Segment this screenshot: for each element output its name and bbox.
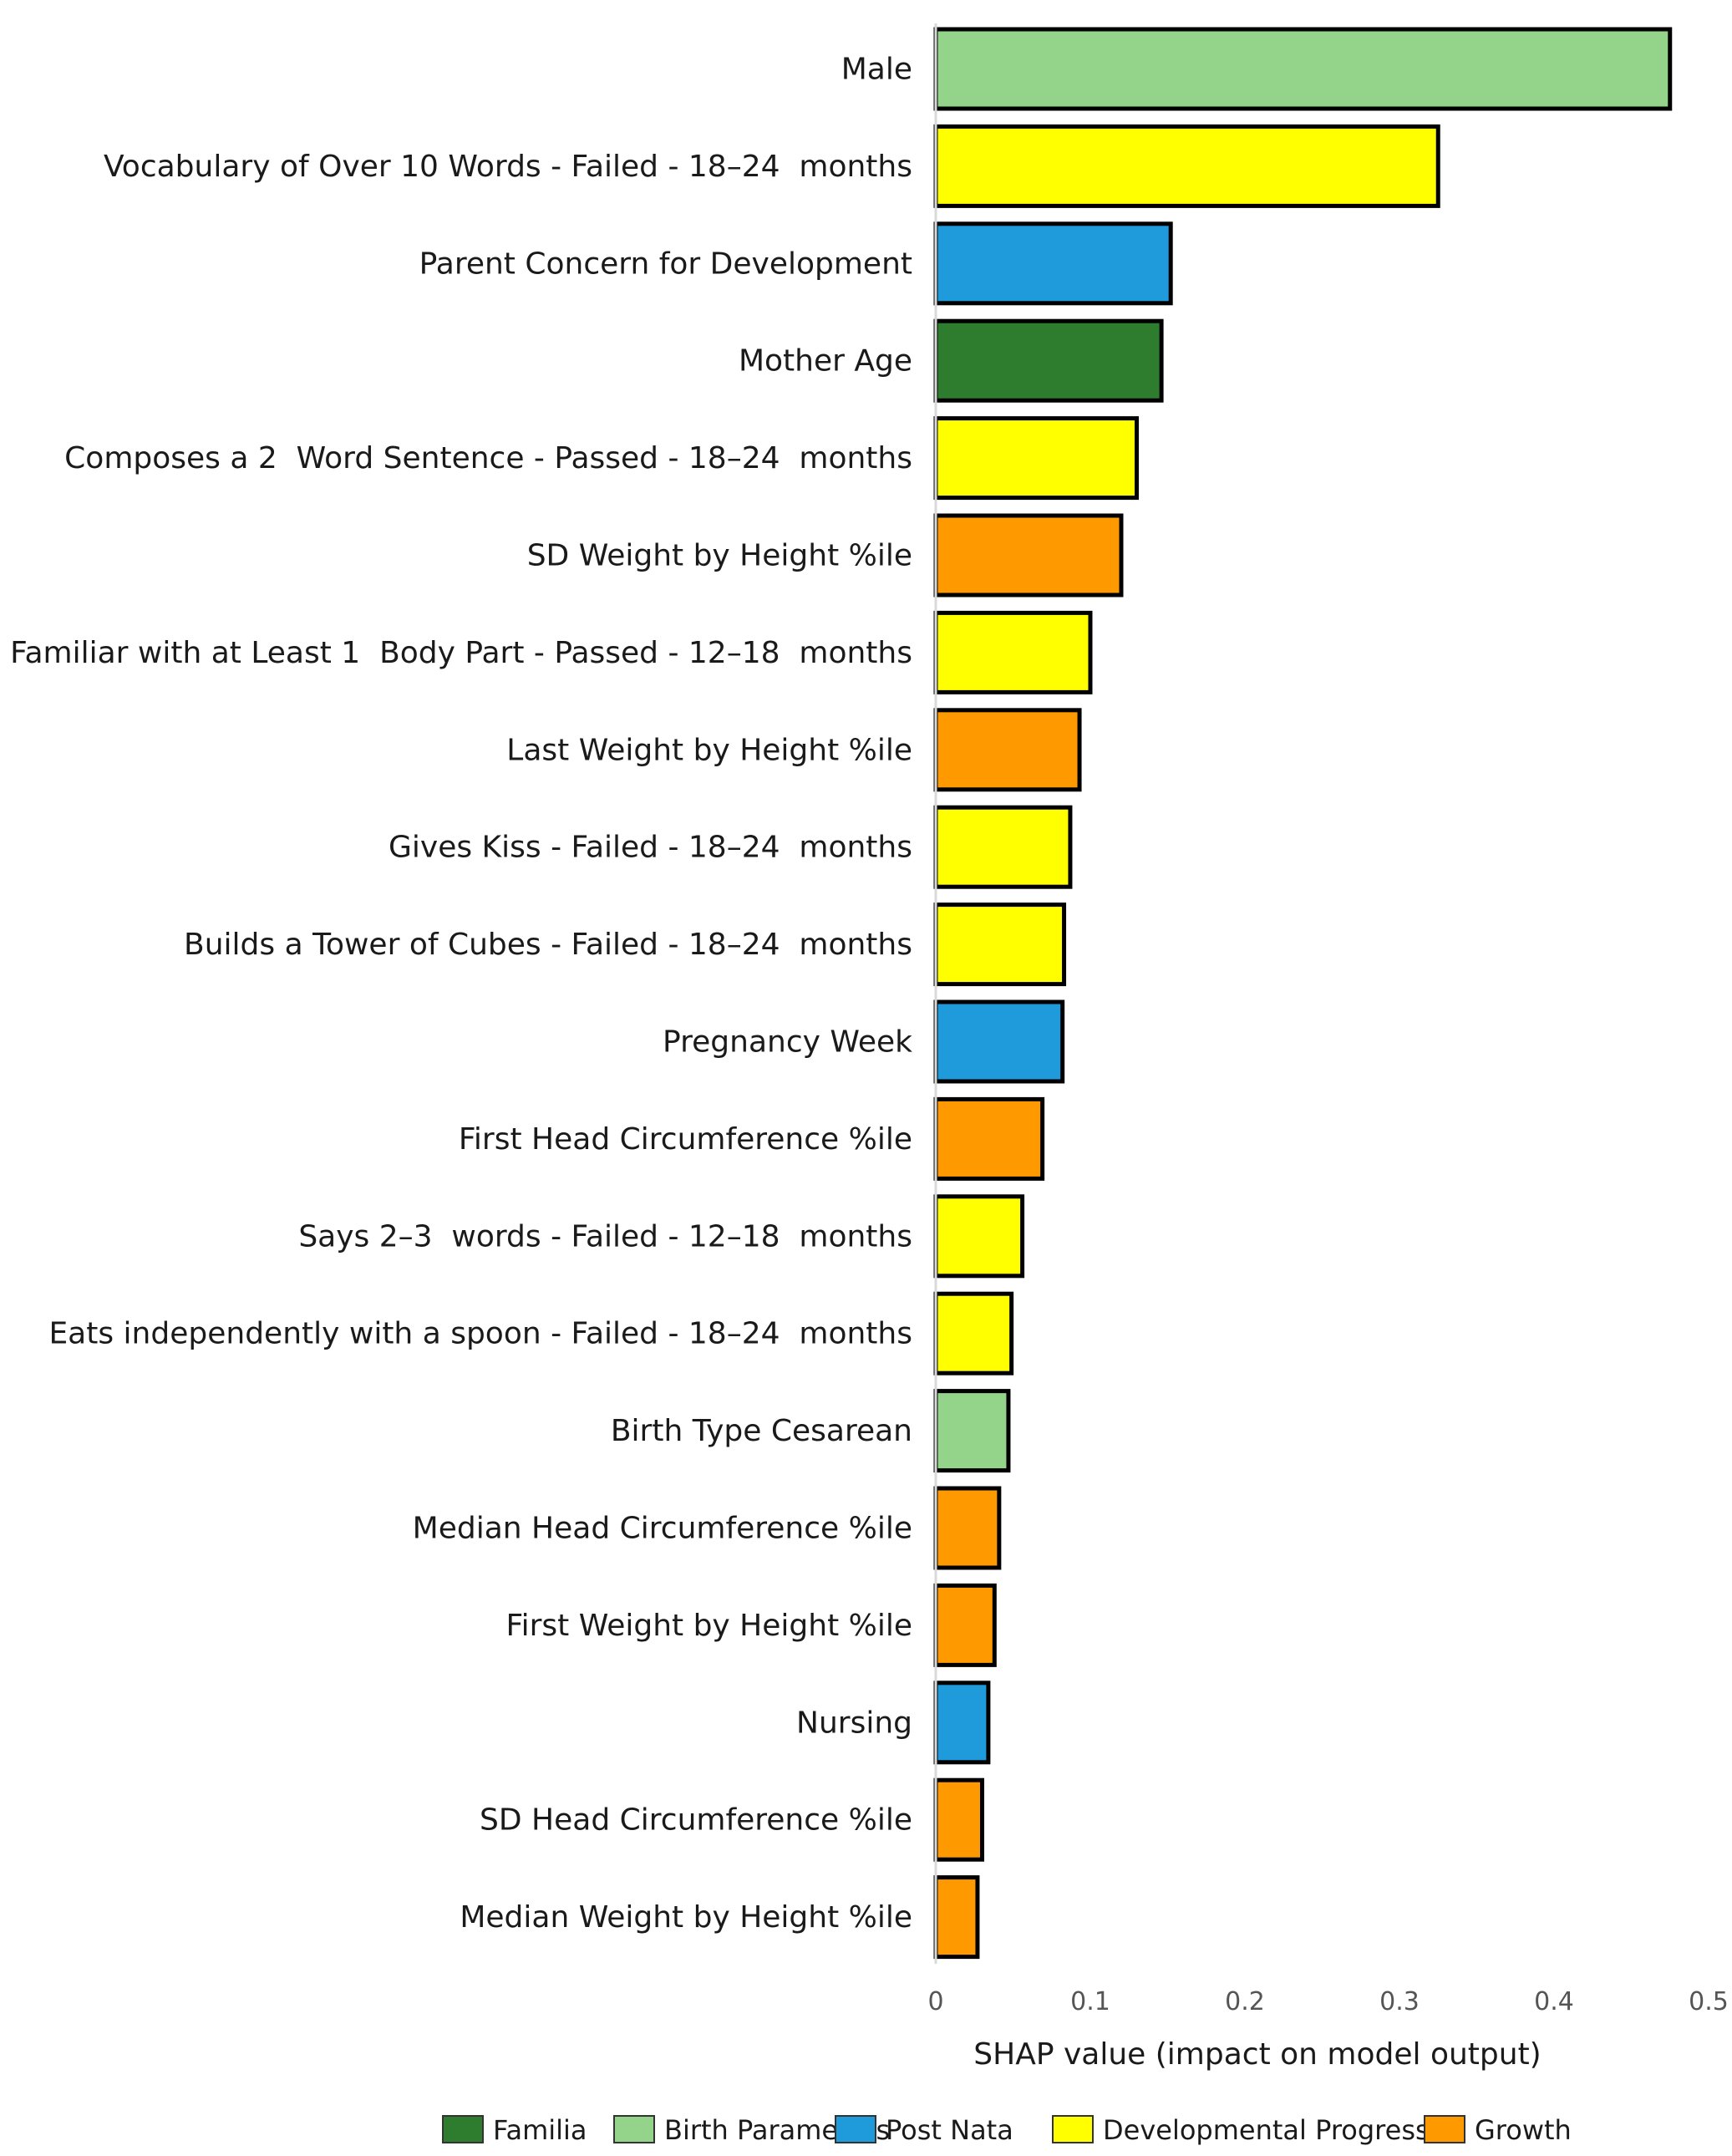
x-axis-ticks: 0 0.1 0.2 0.3 0.4 0.5 (927, 1987, 1728, 2016)
category-label: Parent Concern for Development (419, 247, 912, 281)
x-tick-label: 0.4 (1534, 1987, 1574, 2016)
category-label: Median Head Circumference %ile (413, 1512, 912, 1546)
category-label: Vocabulary of Over 10 Words - Failed - 1… (104, 150, 912, 184)
category-label: SD Head Circumference %ile (480, 1803, 912, 1838)
category-label: Pregnancy Week (663, 1025, 912, 1060)
legend-swatch (442, 2115, 484, 2143)
category-label: First Head Circumference %ile (459, 1122, 912, 1157)
legend-swatch (1052, 2115, 1094, 2143)
legend-label: Post Nata (886, 2114, 1013, 2146)
bar-9 (933, 805, 1073, 889)
bar-15 (933, 1389, 1011, 1473)
bar-3 (933, 221, 1173, 306)
bar-8 (933, 708, 1082, 792)
bar-1 (933, 27, 1673, 111)
category-label: Male (841, 53, 912, 87)
category-label: Composes a 2 Word Sentence - Passed - 18… (64, 441, 912, 475)
legend-swatch (835, 2115, 876, 2143)
x-axis-title: SHAP value (impact on model output) (973, 2037, 1541, 2072)
category-label: Builds a Tower of Cubes - Failed - 18–24… (184, 928, 912, 962)
category-label: SD Weight by Height %ile (527, 539, 912, 573)
category-label: Nursing (796, 1706, 912, 1740)
bar-2 (933, 124, 1440, 208)
category-label: First Weight by Height %ile (506, 1609, 912, 1643)
bar-19 (933, 1777, 984, 1862)
legend-swatch (613, 2115, 655, 2143)
category-label: Gives Kiss - Failed - 18–24 months (389, 831, 912, 865)
category-label: Median Weight by Height %ile (460, 1900, 912, 1935)
category-label: Familiar with at Least 1 Body Part - Pas… (10, 636, 912, 670)
bar-11 (933, 999, 1065, 1084)
legend-label: Growth (1475, 2114, 1572, 2146)
bar-12 (933, 1096, 1045, 1181)
category-label: Last Weight by Height %ile (506, 733, 912, 767)
bar-18 (933, 1681, 991, 1765)
x-tick-label: 0.3 (1379, 1987, 1420, 2016)
bar-7 (933, 610, 1093, 694)
legend-label: Familia (493, 2114, 587, 2146)
bar-20 (933, 1875, 980, 1960)
bar-6 (933, 513, 1124, 597)
bar-4 (933, 318, 1164, 403)
category-labels: Male Vocabulary of Over 10 Words - Failed… (10, 53, 912, 1935)
bar-13 (933, 1194, 1025, 1279)
category-label: Eats independently with a spoon - Failed… (48, 1317, 912, 1351)
x-tick-label: 0.1 (1070, 1987, 1110, 2016)
bar-14 (933, 1291, 1014, 1375)
bar-5 (933, 416, 1139, 501)
x-tick-label: 0.2 (1225, 1987, 1265, 2016)
category-label: Says 2–3 words - Failed - 12–18 months (298, 1219, 912, 1253)
bar-16 (933, 1486, 1002, 1570)
legend-swatch (1424, 2115, 1465, 2143)
category-label: Mother Age (739, 344, 912, 379)
category-label: Birth Type Cesarean (611, 1414, 912, 1448)
bar-17 (933, 1583, 997, 1667)
bars-layer (933, 27, 1673, 1960)
x-tick-label: 0.5 (1689, 1987, 1729, 2016)
bar-10 (933, 903, 1067, 987)
x-tick-label: 0 (927, 1987, 943, 2016)
legend-label: Developmental Progress (1103, 2114, 1430, 2146)
